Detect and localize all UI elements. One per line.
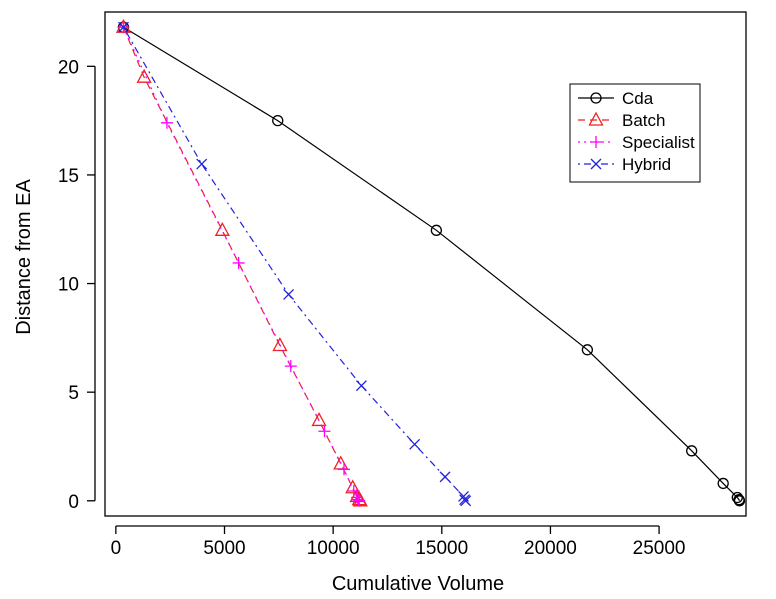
y-tick-label: 5 [68,383,79,404]
y-tick-label: 20 [58,57,79,78]
series-specialist-point [351,491,364,504]
series-specialist-point [352,493,365,506]
series-hybrid-point [355,380,367,392]
series-hybrid-point [118,21,129,33]
series-specialist-point [318,425,331,438]
legend: Cda Batch Specialist Hybrid [569,83,701,183]
series-cda-point [272,114,284,127]
series-batch-point [136,68,152,83]
plot-border [104,11,747,517]
series-specialist [117,21,366,507]
series-cda-point [731,491,743,504]
series-hybrid-point [283,288,295,300]
x-axis-label: Cumulative Volume [332,573,504,595]
y-tick-label: 0 [68,492,79,513]
series-cda-point [581,344,594,356]
y-tick-label: 15 [58,166,79,187]
legend-label-batch: Batch [622,111,665,130]
x-tick-label: 15000 [415,538,468,559]
series-cda-line [123,26,741,502]
series-batch-point [311,412,327,427]
series-hybrid-point [439,471,451,483]
series-hybrid [118,21,472,507]
legend-label-cda: Cda [622,89,654,108]
series-cda-point [733,495,746,507]
series-batch-point [214,221,230,236]
legend-marker-batch [588,111,604,126]
series-specialist-point [353,494,366,507]
series-cda-point [686,445,698,457]
legend-marker-specialist [590,136,602,148]
x-tick-label: 0 [111,538,122,559]
x-tick-label: 25000 [633,538,686,559]
plot-frame [104,11,747,517]
legend-marker-cda [590,92,602,104]
series-cda-point [717,477,729,490]
y-axis: 0 5 10 15 20 [58,57,96,513]
series-hybrid-point [196,158,208,170]
series-hybrid-point [460,495,472,507]
y-axis-label: Distance from EA [13,179,35,335]
series-cda [117,21,746,507]
series-cda-point [430,224,443,236]
x-tick-label: 10000 [307,538,360,559]
x-tick-label: 20000 [524,538,577,559]
series-specialist-point [160,116,173,129]
x-axis: 0 5000 10000 15000 20000 25000 [111,525,686,559]
legend-marker-hybrid [590,158,602,170]
series-specialist-point [232,256,245,269]
series-layer [115,18,746,507]
x-tick-label: 5000 [203,538,245,559]
y-tick-label: 10 [58,275,79,296]
series-batch-point [345,479,361,494]
series-specialist-point [338,463,351,476]
series-hybrid-line [122,26,467,502]
series-specialist-point [284,360,297,373]
series-hybrid-point [409,438,421,450]
series-specialist-point [347,485,360,498]
series-batch-point [272,337,288,352]
legend-label-specialist: Specialist [622,133,695,152]
legend-label-hybrid: Hybrid [622,155,671,174]
